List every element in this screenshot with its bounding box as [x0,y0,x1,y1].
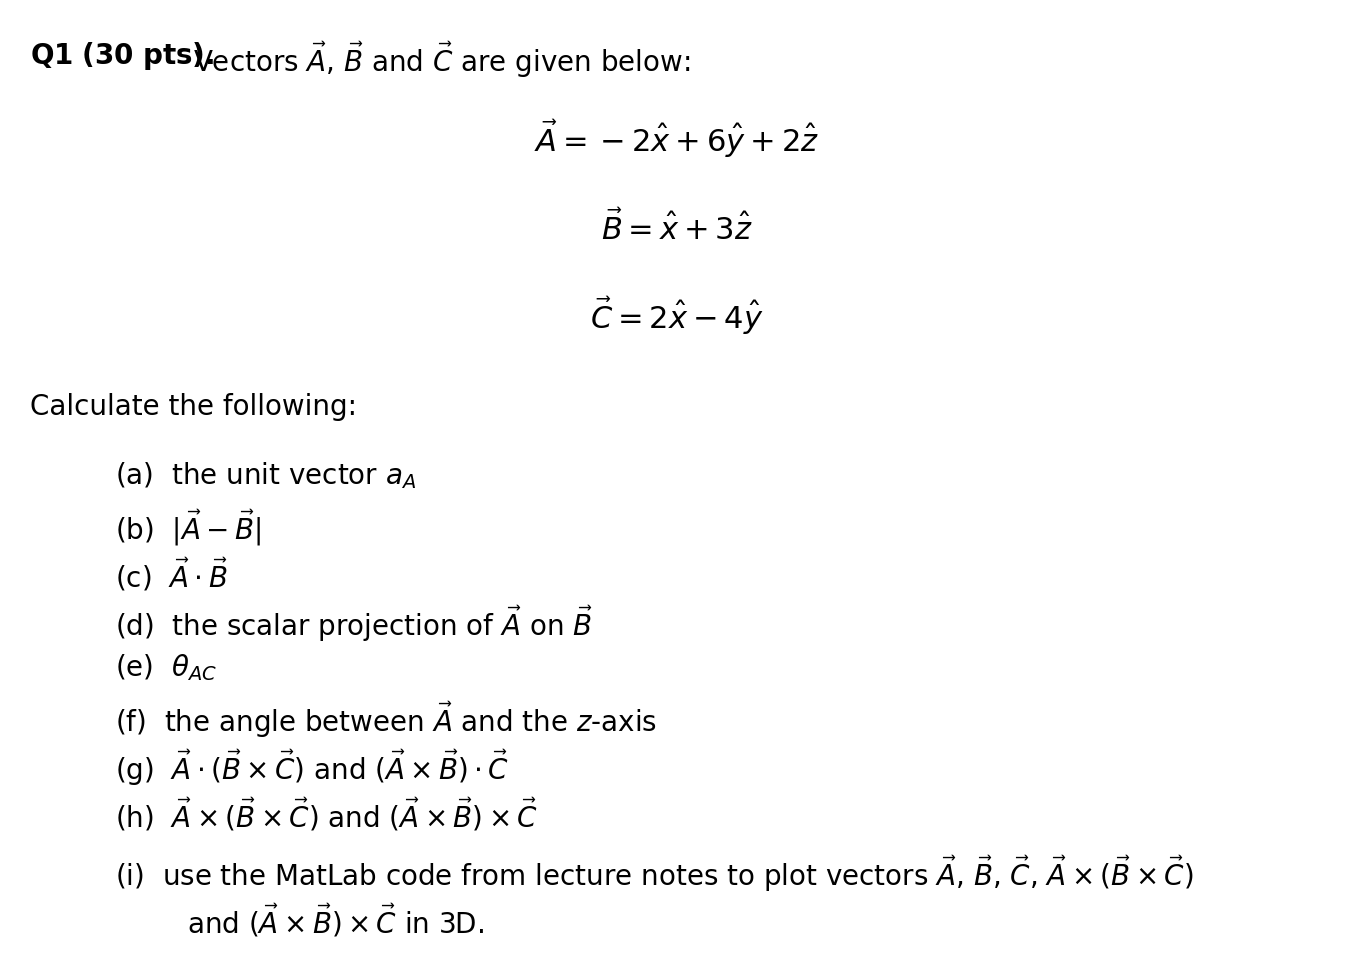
Text: (a)  the unit vector $a_A$: (a) the unit vector $a_A$ [115,460,416,490]
Text: (f)  the angle between $\vec{A}$ and the $z$-axis: (f) the angle between $\vec{A}$ and the … [115,700,657,741]
Text: Calculate the following:: Calculate the following: [30,393,357,421]
Text: (d)  the scalar projection of $\vec{A}$ on $\vec{B}$: (d) the scalar projection of $\vec{A}$ o… [115,604,593,644]
Text: Vectors $\vec{A}$, $\vec{B}$ and $\vec{C}$ are given below:: Vectors $\vec{A}$, $\vec{B}$ and $\vec{C… [194,40,691,80]
Text: (g)  $\vec{A} \cdot (\vec{B} \times \vec{C})$ and $(\vec{A} \times \vec{B}) \cdo: (g) $\vec{A} \cdot (\vec{B} \times \vec{… [115,748,509,788]
Text: (c)  $\vec{A} \cdot \vec{B}$: (c) $\vec{A} \cdot \vec{B}$ [115,556,229,593]
Text: (b)  $|\vec{A} - \vec{B}|$: (b) $|\vec{A} - \vec{B}|$ [115,508,261,548]
Text: $\vec{A} = -2\hat{x} + 6\hat{y} + 2\hat{z}$: $\vec{A} = -2\hat{x} + 6\hat{y} + 2\hat{… [535,118,819,160]
Text: (e)  $\theta_{AC}$: (e) $\theta_{AC}$ [115,652,217,683]
Text: (h)  $\vec{A} \times (\vec{B} \times \vec{C})$ and $(\vec{A} \times \vec{B}) \ti: (h) $\vec{A} \times (\vec{B} \times \vec… [115,796,538,833]
Text: (i)  use the MatLab code from lecture notes to plot vectors $\vec{A}$, $\vec{B}$: (i) use the MatLab code from lecture not… [115,854,1193,894]
Text: $\vec{C} = 2\hat{x} - 4\hat{y}$: $\vec{C} = 2\hat{x} - 4\hat{y}$ [590,295,764,337]
Text: $\mathbf{Q1\ (30\ pts).}$: $\mathbf{Q1\ (30\ pts).}$ [30,40,214,72]
Text: and $(\vec{A} \times \vec{B}) \times \vec{C}$ in 3D.: and $(\vec{A} \times \vec{B}) \times \ve… [144,902,483,939]
Text: $\vec{B} = \hat{x} + 3\hat{z}$: $\vec{B} = \hat{x} + 3\hat{z}$ [601,210,753,246]
